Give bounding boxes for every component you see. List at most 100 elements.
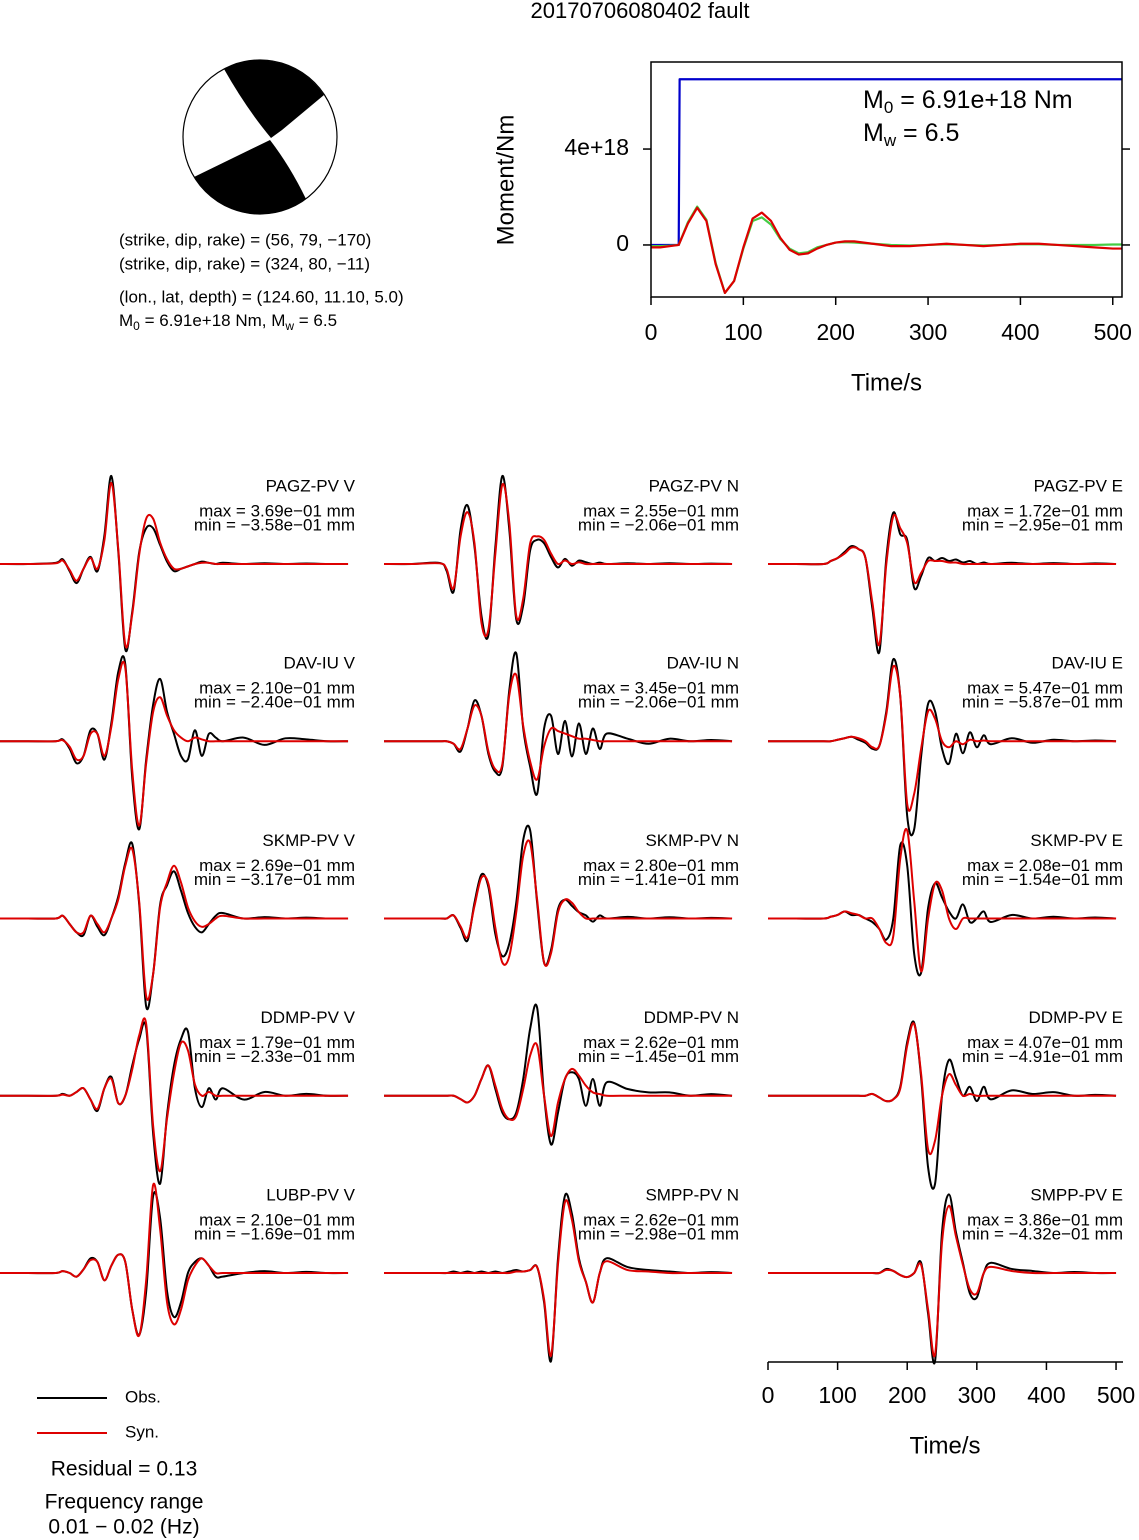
- max-label: max = 2.10e−01 mm: [199, 1210, 355, 1229]
- station-label: DAV-IU E: [1052, 654, 1123, 673]
- max-label: max = 5.47e−01 mm: [967, 679, 1123, 698]
- synthetic-trace: [768, 1204, 1117, 1358]
- synthetic-trace: [384, 1042, 733, 1138]
- synthetic-trace: [384, 672, 733, 781]
- text-part: 0: [884, 98, 893, 117]
- synthetic-trace: [768, 1022, 1117, 1156]
- synthetic-trace: [0, 1182, 349, 1338]
- x-tick-label: 500: [1094, 319, 1132, 345]
- mechanism-line: (lon., lat, depth) = (124.60, 11.10, 5.0…: [119, 287, 404, 306]
- frequency-range: 0.01 − 0.02 (Hz): [48, 1516, 199, 1539]
- x-tick-label: 300: [909, 319, 947, 345]
- max-label: max = 2.55e−01 mm: [583, 501, 739, 520]
- max-label: max = 2.62e−01 mm: [583, 1210, 739, 1229]
- text-part: M: [863, 86, 884, 114]
- x-tick-label: 100: [818, 1382, 856, 1408]
- max-label: max = 2.10e−01 mm: [199, 679, 355, 698]
- x-tick-label: 100: [724, 319, 762, 345]
- text-part: w: [284, 319, 294, 333]
- frequency-title: Frequency range: [45, 1491, 204, 1514]
- station-label: PAGZ-PV N: [649, 476, 739, 495]
- min-label: min = −1.69e−01 mm: [194, 1224, 355, 1243]
- y-tick-label: 4e+18: [564, 134, 629, 160]
- x-axis-label: Time/s: [909, 1432, 980, 1459]
- max-label: max = 2.62e−01 mm: [583, 1033, 739, 1052]
- text-part: = 6.91e+18 Nm: [893, 86, 1072, 114]
- synthetic-trace: [383, 482, 733, 638]
- annotation: Mw = 6.5: [863, 119, 959, 151]
- beachball-compression: [224, 60, 324, 138]
- min-label: min = −2.06e−01 mm: [578, 693, 739, 712]
- x-axis-label: Time/s: [851, 369, 922, 396]
- x-tick-label: 300: [958, 1382, 996, 1408]
- synthetic-trace: [383, 839, 733, 967]
- station-label: DAV-IU V: [284, 654, 356, 673]
- x-tick-label: 400: [1001, 319, 1039, 345]
- min-label: min = −4.32e−01 mm: [962, 1224, 1123, 1243]
- station-label: DDMP-PV N: [644, 1008, 739, 1027]
- mechanism-moment: M0 = 6.91e+18 Nm, Mw = 6.5: [119, 311, 337, 333]
- min-label: min = −5.87e−01 mm: [962, 693, 1123, 712]
- moment-series: [651, 206, 1122, 295]
- station-label: LUBP-PV V: [266, 1185, 355, 1204]
- min-label: min = −4.91e−01 mm: [962, 1047, 1123, 1066]
- station-label: SKMP-PV E: [1030, 831, 1123, 850]
- station-label: DAV-IU N: [667, 654, 739, 673]
- min-label: min = −1.54e−01 mm: [962, 870, 1123, 889]
- x-tick-label: 0: [645, 319, 658, 345]
- text-part: = 6.91e+18 Nm, M: [140, 311, 286, 330]
- y-tick-label: 0: [616, 230, 629, 256]
- x-tick-label: 200: [888, 1382, 926, 1408]
- text-part: M: [119, 311, 133, 330]
- beachball-compression: [194, 140, 306, 215]
- station-label: SMPP-PV N: [645, 1185, 739, 1204]
- mechanism-line: (strike, dip, rake) = (56, 79, −170): [119, 230, 371, 249]
- min-label: min = −2.98e−01 mm: [578, 1224, 739, 1243]
- station-label: SMPP-PV E: [1030, 1185, 1123, 1204]
- synthetic-trace: [0, 846, 349, 1001]
- min-label: min = −1.41e−01 mm: [578, 870, 739, 889]
- min-label: min = −2.33e−01 mm: [194, 1047, 355, 1066]
- min-label: min = −3.58e−01 mm: [194, 515, 355, 534]
- min-label: min = −2.06e−01 mm: [578, 515, 739, 534]
- max-label: max = 3.45e−01 mm: [583, 679, 739, 698]
- legend-label: Syn.: [125, 1422, 159, 1441]
- station-label: SKMP-PV V: [262, 831, 355, 850]
- min-label: min = −1.45e−01 mm: [578, 1047, 739, 1066]
- max-label: max = 1.79e−01 mm: [199, 1033, 355, 1052]
- station-label: DDMP-PV E: [1029, 1008, 1123, 1027]
- max-label: max = 2.80e−01 mm: [583, 856, 739, 875]
- mechanism-line: (strike, dip, rake) = (324, 80, −11): [119, 254, 370, 273]
- text-part: M: [863, 119, 884, 147]
- text-part: w: [883, 131, 897, 150]
- plot-frame: [650, 61, 1123, 298]
- observed-trace: [0, 655, 349, 831]
- max-label: max = 3.69e−01 mm: [199, 501, 355, 520]
- max-label: max = 2.69e−01 mm: [199, 856, 355, 875]
- y-axis-label: Moment/Nm: [492, 115, 519, 246]
- station-label: PAGZ-PV V: [266, 476, 356, 495]
- text-part: 0: [133, 319, 140, 333]
- x-tick-label: 0: [762, 1382, 775, 1408]
- residual: Residual = 0.13: [51, 1458, 198, 1481]
- station-label: PAGZ-PV E: [1034, 476, 1123, 495]
- figure-title: 20170706080402 fault: [531, 0, 750, 23]
- x-tick-label: 500: [1097, 1382, 1135, 1408]
- synthetic-trace: [768, 664, 1117, 812]
- min-label: min = −2.95e−01 mm: [962, 515, 1123, 534]
- x-tick-label: 400: [1027, 1382, 1065, 1408]
- synthetic-trace: [0, 481, 349, 649]
- station-label: SKMP-PV N: [645, 831, 739, 850]
- synthetic-trace: [0, 660, 349, 827]
- legend-label: Obs.: [125, 1387, 161, 1406]
- max-label: max = 1.72e−01 mm: [967, 501, 1123, 520]
- beachball: [182, 59, 338, 215]
- x-tick-label: 200: [817, 319, 855, 345]
- min-label: min = −3.17e−01 mm: [194, 870, 355, 889]
- synthetic-trace: [384, 1199, 733, 1357]
- max-label: max = 2.08e−01 mm: [967, 856, 1123, 875]
- station-label: DDMP-PV V: [261, 1008, 356, 1027]
- annotation: M0 = 6.91e+18 Nm: [863, 86, 1073, 118]
